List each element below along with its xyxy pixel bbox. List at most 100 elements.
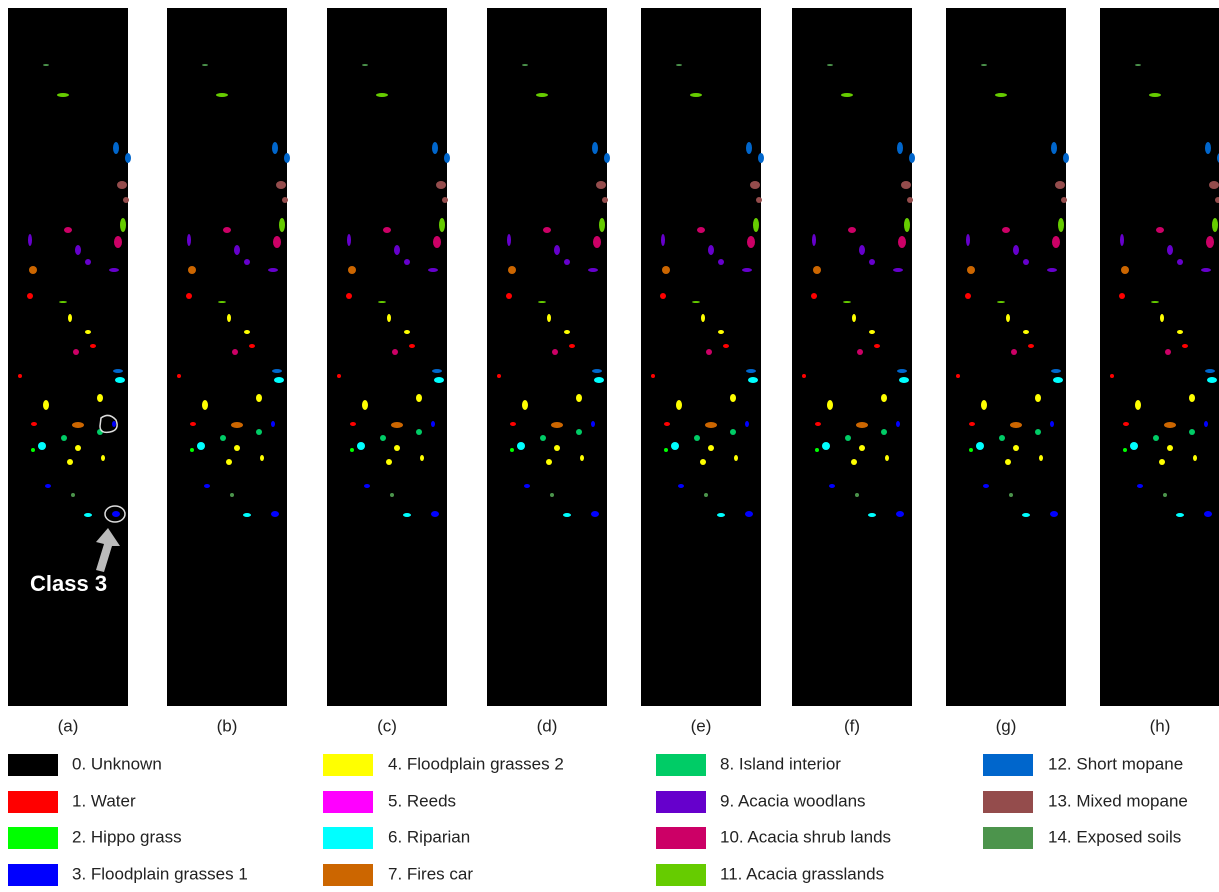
class-region [507,234,511,246]
panel [327,8,450,706]
class-region [664,422,670,426]
class-region [350,422,356,426]
class-region [1123,422,1129,426]
class-region [1110,374,1114,378]
class-region [1010,422,1022,428]
class-region [602,197,608,203]
class-region [540,435,546,441]
class-region [692,301,700,303]
class-region [220,435,226,441]
class-region [1177,259,1183,265]
panel [8,8,131,706]
class-region [260,455,264,461]
class-region [1137,484,1143,488]
class-region [1035,429,1041,435]
class-region [1023,330,1029,334]
class-region [223,227,231,233]
class-region [599,218,605,232]
class-region [907,197,913,203]
class-region [829,484,835,488]
class-region [1156,227,1164,233]
class-region [859,445,865,451]
class-region [434,377,444,383]
class-region [31,448,35,452]
class-region [662,266,670,274]
class-region [896,511,904,517]
class-region [881,394,887,402]
legend-label: 10. Acacia shrub lands [720,827,891,846]
class-region [1002,227,1010,233]
class-region [244,259,250,265]
class-region [114,236,122,248]
panel-label: (a) [58,716,79,735]
panel [792,8,915,706]
panel-label: (f) [844,716,860,735]
class-region [813,266,821,274]
class-region [357,442,365,450]
class-region [230,493,234,497]
class-region [841,93,853,97]
legend-label: 13. Mixed mopane [1048,791,1188,810]
class-region [431,511,439,517]
class-region [1061,197,1067,203]
class-region [591,421,595,427]
class-region [554,445,560,451]
class-region [90,344,96,348]
class-region [1149,93,1161,97]
panel [487,8,610,706]
class-region [362,400,368,410]
panel [641,8,764,706]
class-region [409,344,415,348]
class-region [843,301,851,303]
class-region [43,400,49,410]
class-region [1167,245,1173,255]
class-region [1047,268,1057,272]
class-region [113,369,123,373]
class-region [897,142,903,154]
class-region [1051,142,1057,154]
class-region [244,330,250,334]
legend-label: 5. Reeds [388,791,456,810]
class-region [1164,422,1176,428]
class-region [112,511,120,517]
class-region [72,422,84,428]
class-region [995,93,1007,97]
class-region [588,268,598,272]
class-region [97,394,103,402]
class-region [31,422,37,426]
class-region [700,459,706,465]
class-region [748,377,758,383]
class-region [85,330,91,334]
class-region [1120,234,1124,246]
class-region [522,400,528,410]
class-region [234,445,240,451]
class-region [1160,314,1164,322]
class-region [1153,435,1159,441]
class-region [272,369,282,373]
class-region [234,245,240,255]
panel-image [167,8,287,706]
legend-label: 2. Hippo grass [72,827,182,846]
class-region [909,153,915,163]
class-region [391,422,403,428]
class-region [120,218,126,232]
class-region [981,64,987,66]
class-region [420,455,424,461]
class-region [811,293,817,299]
class-region [67,459,73,465]
class-region [204,484,210,488]
class-region [855,493,859,497]
class-region [869,330,875,334]
class-region [596,181,606,189]
class-region [394,245,400,255]
class-region [1176,513,1184,517]
class-region [416,429,422,435]
class-region [376,93,388,97]
class-region [999,435,1005,441]
panel [946,8,1069,706]
class-region [705,422,717,428]
class-region [651,374,655,378]
class-region [1119,293,1125,299]
class-region [1011,349,1017,355]
class-region [57,93,69,97]
